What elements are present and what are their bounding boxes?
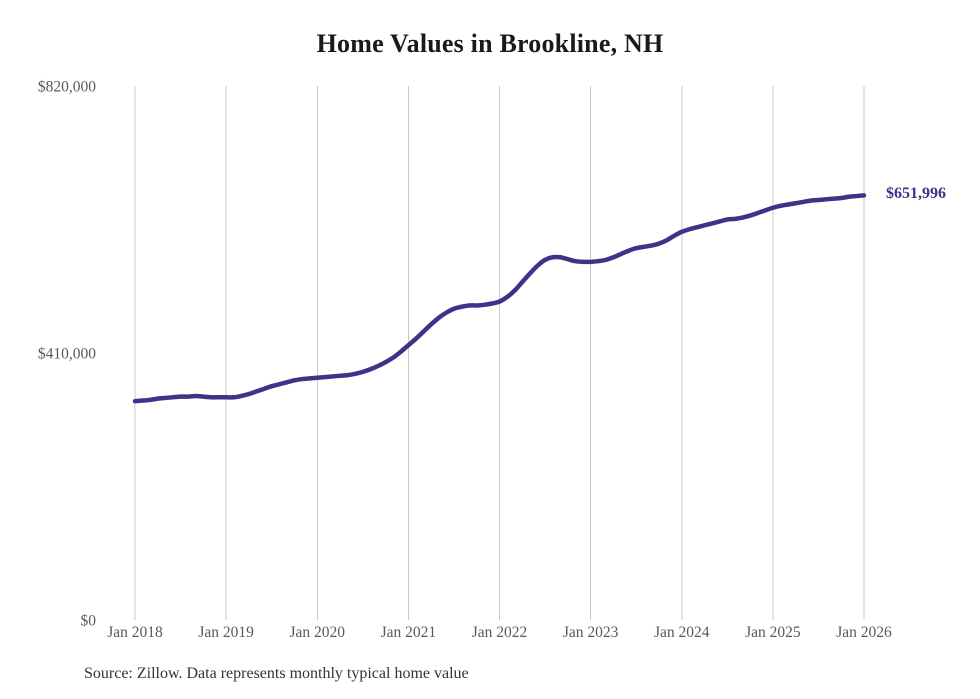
- y-tick-label: $0: [81, 613, 97, 630]
- chart-title: Home Values in Brookline, NH: [316, 29, 664, 58]
- x-tick-label: Jan 2025: [745, 624, 801, 641]
- y-axis-tick-labels: $0 $410,000 $820,000: [38, 79, 96, 630]
- x-tick-label: Jan 2022: [472, 624, 528, 641]
- x-tick-label: Jan 2024: [654, 624, 710, 641]
- end-value-label: $651,996: [886, 185, 946, 203]
- data-series: [132, 193, 867, 404]
- x-axis-tick-labels: Jan 2018 Jan 2019 Jan 2020 Jan 2021 Jan 2022…: [107, 624, 892, 641]
- gridlines: [134, 86, 865, 620]
- x-tick-label: Jan 2021: [381, 624, 437, 641]
- y-tick-label: $820,000: [38, 79, 96, 96]
- x-tick-label: Jan 2023: [563, 624, 619, 641]
- source-note: Source: Zillow. Data represents monthly …: [84, 665, 469, 682]
- y-tick-label: $410,000: [38, 346, 96, 363]
- home-value-line: [132, 193, 867, 404]
- x-tick-label: Jan 2018: [107, 624, 163, 641]
- x-tick-label: Jan 2020: [289, 624, 345, 641]
- x-tick-label: Jan 2026: [836, 624, 892, 641]
- x-tick-label: Jan 2019: [198, 624, 254, 641]
